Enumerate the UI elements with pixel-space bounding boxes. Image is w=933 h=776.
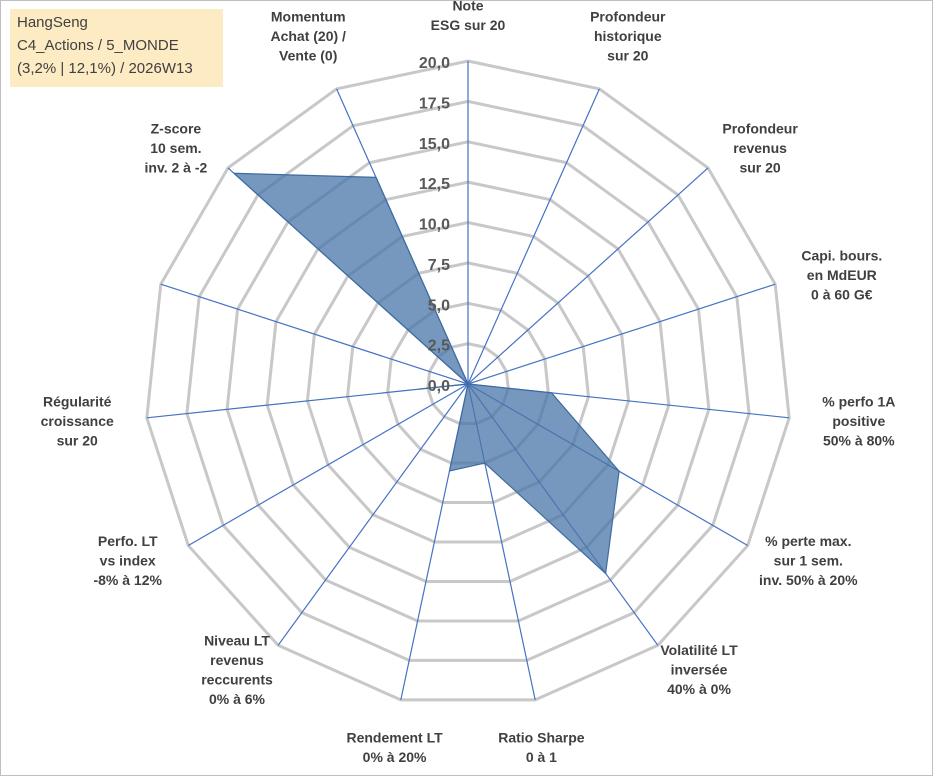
tick-label: 17,5	[419, 95, 450, 112]
radar-axis-labels: Note ESG sur 20 Profondeur historique sur 20…	[41, 0, 896, 765]
axis-label-line: sur 20	[739, 159, 780, 175]
title-line-1: HangSeng	[17, 14, 88, 31]
axis-label: % perte max. sur 1 sem. inv. 50% à 20%	[759, 533, 858, 588]
axis-label: Z-score 10 sem. inv. 2 à -2	[145, 120, 208, 175]
axis-label-line: Capi. bours.	[801, 247, 882, 263]
axis-label-line: vs index	[100, 553, 156, 569]
title-line-2: C4_Actions / 5_MONDE	[17, 37, 179, 54]
axis-label-line: 40% à 0%	[667, 681, 731, 697]
axis-label-line: Z-score	[151, 120, 202, 136]
axis-label-line: inv. 2 à -2	[145, 159, 208, 175]
axis-label-line: -8% à 12%	[93, 572, 162, 588]
axis-label: Niveau LT revenus reccurents 0% à 6%	[201, 632, 273, 707]
axis-label-line: Note	[452, 0, 483, 14]
axis-label-line: ESG sur 20	[431, 17, 506, 33]
axis-label-line: Profondeur	[722, 120, 798, 136]
tick-label: 2,5	[428, 338, 450, 355]
axis-label-line: revenus	[210, 652, 264, 668]
grid-ring	[185, 99, 751, 662]
axis-label-line: inversée	[671, 662, 728, 678]
axis-label-line: % perte max.	[765, 533, 851, 549]
radar-grid	[145, 59, 791, 702]
axis-label: Capi. bours. en MdEUR 0 à 60 G€	[801, 247, 882, 302]
tick-label: 0,0	[428, 378, 450, 395]
axis-label: Note ESG sur 20	[431, 0, 506, 33]
axis-label-line: Rendement LT	[346, 729, 443, 745]
grid-ring	[225, 140, 711, 623]
axis-spoke	[467, 167, 709, 385]
axis-label-line: sur 20	[607, 48, 648, 64]
axis-label-line: sur 1 sem.	[774, 553, 843, 569]
axis-label-line: Momentum	[271, 9, 346, 25]
axis-label-line: Profondeur	[590, 9, 666, 25]
axis-label: Profondeur revenus sur 20	[722, 120, 798, 175]
tick-label: 10,0	[419, 217, 450, 234]
tick-label: 15,0	[419, 136, 450, 153]
axis-label-line: sur 20	[57, 432, 98, 448]
axis-label-line: 50% à 80%	[823, 432, 895, 448]
axis-label: % perfo 1A positive 50% à 80%	[822, 393, 895, 448]
axis-label-line: 0 à 1	[526, 749, 557, 765]
axis-label: Ratio Sharpe 0 à 1	[498, 729, 585, 765]
axis-label-line: Volatilité LT	[660, 642, 738, 658]
grid-ring	[305, 220, 631, 544]
axis-label-line: Perfo. LT	[98, 533, 158, 549]
axis-label-line: Régularité	[43, 393, 112, 409]
axis-label-line: en MdEUR	[807, 267, 877, 283]
tick-label: 7,5	[428, 257, 450, 274]
axis-label-line: 0 à 60 G€	[811, 286, 873, 302]
axis-label-line: inv. 50% à 20%	[759, 572, 858, 588]
axis-label-line: 0% à 20%	[363, 749, 427, 765]
chart-title-box: HangSeng C4_Actions / 5_MONDE (3,2% | 12…	[10, 9, 223, 87]
grid-ring	[145, 59, 791, 702]
axis-label-line: croissance	[41, 413, 114, 429]
grid-ring	[265, 180, 671, 583]
axis-label-line: historique	[594, 28, 662, 44]
tick-label: 5,0	[428, 297, 450, 314]
radar-series	[232, 172, 620, 575]
axis-spoke	[467, 283, 776, 385]
tick-label: 12,5	[419, 176, 450, 193]
grid-ring	[345, 261, 591, 504]
axis-label: Profondeur historique sur 20	[590, 9, 666, 64]
axis-label-line: positive	[832, 413, 885, 429]
axis-label: Rendement LT 0% à 20%	[346, 729, 443, 765]
axis-label-line: % perfo 1A	[822, 393, 895, 409]
axis-label-line: revenus	[733, 140, 787, 156]
axis-spoke	[146, 383, 469, 419]
axis-label-line: Achat (20) /	[270, 28, 346, 44]
tick-label: 20,0	[419, 55, 450, 72]
axis-spoke	[187, 383, 469, 547]
axis-label-line: 10 sem.	[150, 140, 201, 156]
axis-label: Régularité croissance sur 20	[41, 393, 114, 448]
title-line-3: (3,2% | 12,1%) / 2026W13	[17, 60, 193, 77]
axis-label-line: Vente (0)	[279, 48, 337, 64]
radar-tick-labels: 0,0 2,5 5,0 7,5 10,0 12,5 15,0 17,5 20,0	[419, 55, 450, 395]
axis-label-line: Ratio Sharpe	[498, 729, 585, 745]
axis-label: Volatilité LT inversée 40% à 0%	[660, 642, 738, 697]
axis-spoke	[160, 283, 469, 385]
axis-spoke	[277, 383, 469, 646]
axis-spoke	[467, 88, 600, 385]
axis-label-line: 0% à 6%	[209, 691, 266, 707]
series-area	[232, 172, 620, 575]
axis-label-line: reccurents	[201, 671, 273, 687]
axis-label: Perfo. LT vs index -8% à 12%	[93, 533, 162, 588]
axis-label: Momentum Achat (20) / Vente (0)	[270, 9, 346, 64]
axis-label-line: Niveau LT	[204, 632, 270, 648]
